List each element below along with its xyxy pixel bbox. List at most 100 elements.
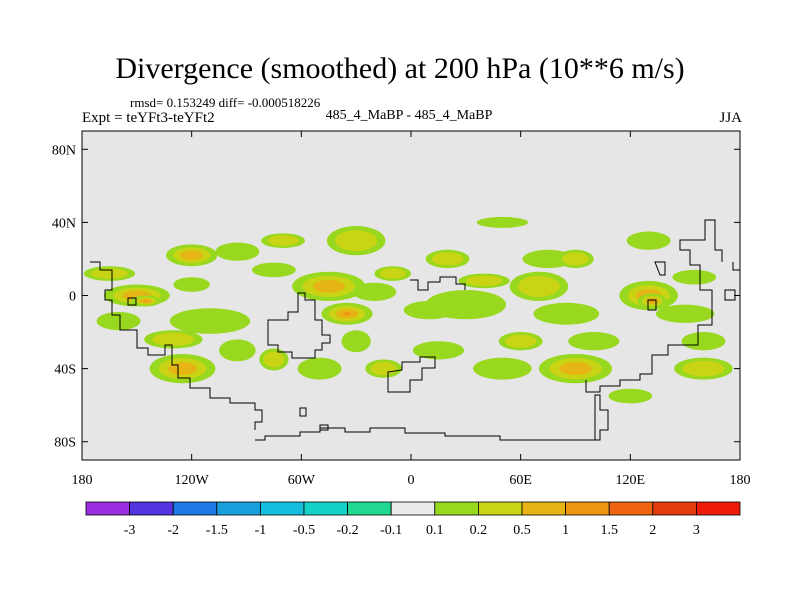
experiment-label: Expt = teYFt3-teYFt2 [82,110,215,126]
anomaly-pos-17 [374,266,411,281]
x-tick-label: 60W [288,473,316,488]
x-tick-label: 120E [616,473,646,488]
colorbar-label: 1.5 [600,523,618,538]
anomaly-pos-30 [557,249,594,269]
colorbar-swatch [565,501,610,516]
anomaly-pos-43 [261,233,305,248]
anomaly-pos-3 [96,311,141,331]
anomaly-pos-31 [533,302,600,325]
anomaly-pos-7 [251,262,296,278]
contour-level [562,252,589,266]
anomaly-pos-4 [173,277,210,292]
anomaly-pos-27 [498,332,543,351]
contour-level [682,360,725,377]
contour-level [672,269,717,285]
x-tick-label: 180 [730,473,751,488]
contour-level [626,231,671,250]
anomaly-pos-2 [131,295,161,307]
anomaly-pos-36 [655,304,715,323]
colorbar-swatch [696,501,741,516]
colorbar-swatch [216,501,261,516]
colorbar-swatch [172,501,218,516]
coastline-islands [127,255,740,431]
contour-level [655,304,715,323]
contour-level [251,262,296,278]
chart-title: Divergence (smoothed) at 200 hPa (10**6 … [115,52,685,85]
contour-level [412,341,465,360]
anomaly-pos-6 [215,242,260,261]
contour-level [517,275,561,297]
colorbar-label: -1.5 [206,523,228,538]
y-tick-label: 0 [69,290,76,305]
coastline-americas [90,261,263,430]
anomaly-pos-40 [674,357,733,380]
coastline-asia-pacific [585,219,723,393]
anomaly-pos-24 [425,249,470,269]
colorbar-swatch [652,501,697,516]
colorbar-swatch [85,501,130,516]
contour-level [215,242,260,261]
coastlines [90,219,740,441]
colorbar-label: -0.2 [337,523,359,538]
anomaly-pos-35 [637,293,667,309]
colorbar-swatch [259,501,305,516]
x-axis: 180 120W 60W 0 60E 120E 180 [72,131,751,488]
contour-level [425,290,507,320]
anomaly-pos-41 [608,388,653,404]
contour-level [90,268,128,279]
anomaly-pos-20 [365,359,402,378]
anomaly-pos-12 [259,348,289,371]
anomaly-pos-19 [297,357,342,380]
contour-level [608,388,653,404]
x-tick-label: 120W [175,473,210,488]
colorbar-swatch [347,501,392,516]
contour-level [335,230,378,252]
anomaly-pos-14 [321,302,373,325]
contour-level [219,339,256,362]
contour-level [379,268,406,279]
x-tick-label: 0 [408,473,415,488]
colorbar-label: 0.2 [470,523,488,538]
coastline-africa [387,356,436,393]
contour-level [180,250,203,261]
colorbar-label: -0.1 [380,523,402,538]
contour-level [431,252,464,266]
contour-level [173,277,210,292]
contour-level [352,282,397,301]
colorbar-swatch [521,501,566,516]
contour-level [476,216,528,228]
contour-level [169,308,251,334]
anomaly-pos-39 [626,231,671,250]
colorbar-swatch [477,501,523,516]
colorbar-label: -3 [124,523,136,538]
anomaly-pos-26 [473,357,532,380]
contour-level [473,357,532,380]
y-tick-label: 80S [54,436,76,451]
stats-text: rmsd= 0.153249 diff= -0.000518226 [130,95,321,110]
anomaly-pos-11 [219,339,256,362]
colorbar-label: 2 [649,523,656,538]
anomaly-pos-5 [166,244,218,267]
anomaly-pos-9 [144,330,203,349]
coastline-south-america [267,292,331,359]
coastline-antarctica [255,394,609,441]
contour-level [370,362,397,376]
colorbar-label: -0.5 [293,523,315,538]
anomaly-pos-38 [681,332,726,351]
contour-level [341,330,371,353]
contour-level [681,332,726,351]
anomaly-pos-23 [458,273,510,289]
anomaly-pos-42 [476,216,528,228]
contour-level [568,332,620,351]
x-tick-label: 60E [509,473,532,488]
contour-level [267,235,299,246]
anomaly-pos-28 [509,271,569,301]
colorbar-label: 1 [562,523,569,538]
y-axis: 80N 40N 0 40S 80S [52,143,740,451]
colorbar-label: 3 [693,523,700,538]
contour-level [143,300,149,302]
anomaly-pos-25 [412,341,465,360]
colorbar-swatch [303,501,348,516]
colorbar-label: -2 [167,523,179,538]
